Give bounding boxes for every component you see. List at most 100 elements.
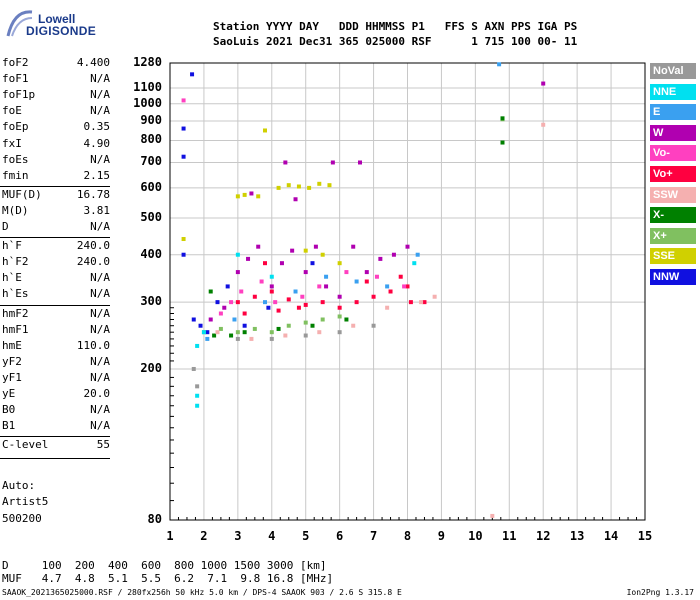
param-row: yF2 N/A: [2, 355, 110, 371]
param-label: yF1: [2, 370, 22, 384]
param-row: fxI 4.90: [2, 137, 110, 153]
x-tick-label: 4: [268, 529, 276, 543]
data-point-voplus: [408, 300, 413, 305]
param-value: N/A: [90, 322, 110, 336]
x-tick-label: 8: [403, 529, 412, 543]
param-label: hmF2: [2, 306, 29, 320]
data-point-ssw: [215, 330, 220, 335]
data-point-ssw: [385, 305, 390, 310]
data-point-noval: [303, 333, 308, 338]
x-tick-label: 1: [166, 529, 174, 543]
x-tick-label: 12: [535, 529, 551, 543]
data-point-w: [246, 256, 251, 261]
x-tick-label: 11: [502, 529, 517, 543]
data-point-voplus: [276, 308, 281, 313]
data-point-ssw: [432, 294, 437, 299]
data-point-sse: [276, 185, 281, 190]
data-point-w: [405, 244, 410, 249]
data-point-w: [283, 160, 288, 165]
y-tick-label: 400: [140, 246, 162, 261]
data-point-nne: [269, 274, 274, 279]
data-point-xminus: [344, 317, 349, 322]
data-point-e: [415, 252, 420, 257]
header-values: SaoLuis 2021 Dec31 365 025000 RSF 1 715 …: [213, 35, 578, 48]
param-value: N/A: [90, 88, 110, 102]
param-row: C-level 55: [2, 438, 110, 454]
x-tick-label: 10: [468, 529, 483, 543]
param-row: h`F 240.0: [2, 239, 110, 255]
data-point-xminus: [229, 333, 234, 338]
data-point-sse: [181, 237, 186, 242]
legend-item-xminus: X-: [650, 207, 696, 224]
param-value: 110.0: [76, 338, 110, 352]
x-tick-label: 5: [302, 529, 310, 543]
param-label: foF1p: [2, 88, 36, 102]
data-point-nne: [412, 261, 417, 266]
data-point-w: [293, 197, 298, 202]
data-point-e: [354, 279, 359, 284]
data-point-w: [324, 284, 329, 289]
data-point-xminus: [242, 330, 247, 335]
data-point-vominus: [374, 274, 379, 279]
y-tick-label: 1280: [133, 55, 162, 69]
data-point-voplus: [303, 302, 308, 307]
y-tick-label: 900: [140, 113, 162, 128]
data-point-sse: [256, 194, 261, 199]
data-point-w: [358, 160, 362, 165]
data-point-voplus: [388, 289, 393, 294]
logo-digisonde: DIGISONDE: [26, 24, 97, 38]
param-row: yF1 N/A: [2, 371, 110, 387]
data-point-nnw: [225, 284, 230, 289]
data-point-noval: [195, 384, 200, 389]
data-point-w: [378, 256, 383, 261]
data-point-voplus: [371, 294, 376, 299]
param-label: h`F2: [2, 255, 29, 269]
data-point-voplus: [296, 305, 301, 310]
x-tick-label: 14: [603, 529, 619, 543]
data-point-voplus: [337, 305, 342, 310]
data-point-voplus: [320, 300, 325, 305]
data-point-sse: [263, 128, 267, 133]
data-point-xplus: [286, 323, 291, 328]
data-point-noval: [269, 336, 274, 341]
data-point-voplus: [242, 311, 247, 316]
param-value: N/A: [90, 72, 110, 86]
data-point-vominus: [218, 311, 223, 316]
data-point-nne: [195, 343, 200, 348]
param-value: 3.81: [83, 203, 111, 217]
y-tick-label: 200: [140, 360, 162, 375]
data-point-sse: [337, 261, 342, 266]
data-point-nnw: [181, 154, 186, 159]
separator-line: [0, 304, 110, 306]
data-point-sse: [327, 183, 332, 188]
param-row: hmF1 N/A: [2, 323, 110, 339]
data-point-nnw: [198, 323, 203, 328]
data-point-xminus: [212, 333, 217, 338]
param-value: N/A: [90, 287, 110, 301]
separator-line: [0, 436, 110, 438]
param-value: N/A: [90, 104, 110, 118]
data-point-nne: [195, 403, 200, 408]
data-point-e: [205, 336, 210, 341]
data-point-w: [290, 248, 295, 253]
y-tick-label: 300: [140, 294, 162, 309]
param-value: 240.0: [76, 239, 110, 253]
data-point-w: [351, 244, 356, 249]
data-point-voplus: [263, 261, 267, 266]
data-point-sse: [296, 184, 301, 189]
data-point-ssw: [419, 300, 424, 305]
data-point-ssw: [249, 336, 254, 341]
x-tick-label: 6: [336, 529, 344, 543]
param-value: N/A: [90, 419, 110, 433]
param-label: h`F: [2, 239, 22, 253]
x-tick-label: 9: [437, 529, 446, 543]
param-row: B0 N/A: [2, 403, 110, 419]
data-point-e: [324, 274, 329, 279]
y-tick-label: 500: [140, 209, 162, 224]
data-point-voplus: [398, 274, 403, 279]
data-point-xminus: [500, 116, 505, 121]
param-value: N/A: [90, 370, 110, 384]
data-point-xminus: [500, 140, 505, 145]
data-point-w: [541, 81, 546, 86]
data-point-noval: [337, 330, 342, 335]
